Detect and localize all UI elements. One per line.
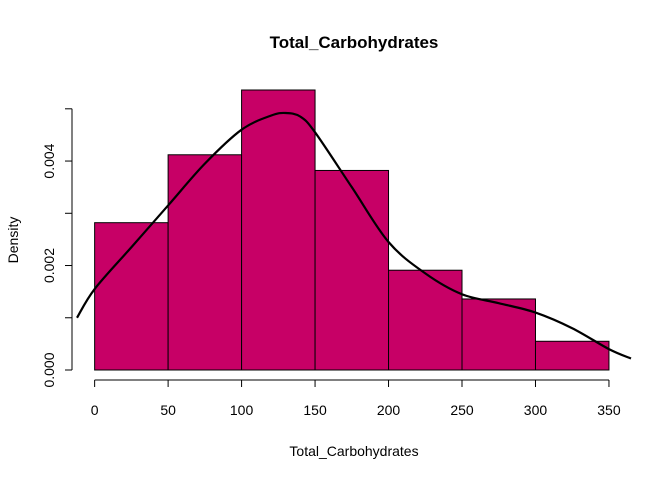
x-tick-label: 0 [91, 402, 99, 418]
y-axis-title: Density [5, 217, 21, 264]
histogram-bar [94, 222, 169, 371]
x-axis-title: Total_Carbohydrates [289, 443, 418, 459]
x-tick-label: 350 [597, 402, 621, 418]
histogram-bars [94, 89, 610, 371]
histogram-bar [534, 340, 610, 371]
x-axis: 0 50 100 150 200 250 300 350 [91, 379, 621, 418]
x-tick-label: 250 [450, 402, 474, 418]
x-tick-label: 200 [377, 402, 401, 418]
histogram-bar [388, 269, 463, 371]
histogram-bar [241, 89, 316, 371]
histogram-bar [461, 298, 536, 371]
x-tick-label: 100 [230, 402, 254, 418]
histogram-bar [167, 154, 243, 371]
x-tick-label: 150 [303, 402, 327, 418]
chart-title: Total_Carbohydrates [270, 33, 439, 52]
y-axis: 0.000 0.002 0.004 [41, 108, 73, 388]
x-tick-label: 50 [160, 402, 176, 418]
density-curve [76, 111, 632, 360]
histogram-bar [314, 169, 390, 371]
y-tick-label: 0.000 [41, 352, 57, 387]
x-tick-label: 300 [524, 402, 548, 418]
y-tick-label: 0.004 [41, 143, 57, 178]
y-tick-label: 0.002 [41, 248, 57, 283]
